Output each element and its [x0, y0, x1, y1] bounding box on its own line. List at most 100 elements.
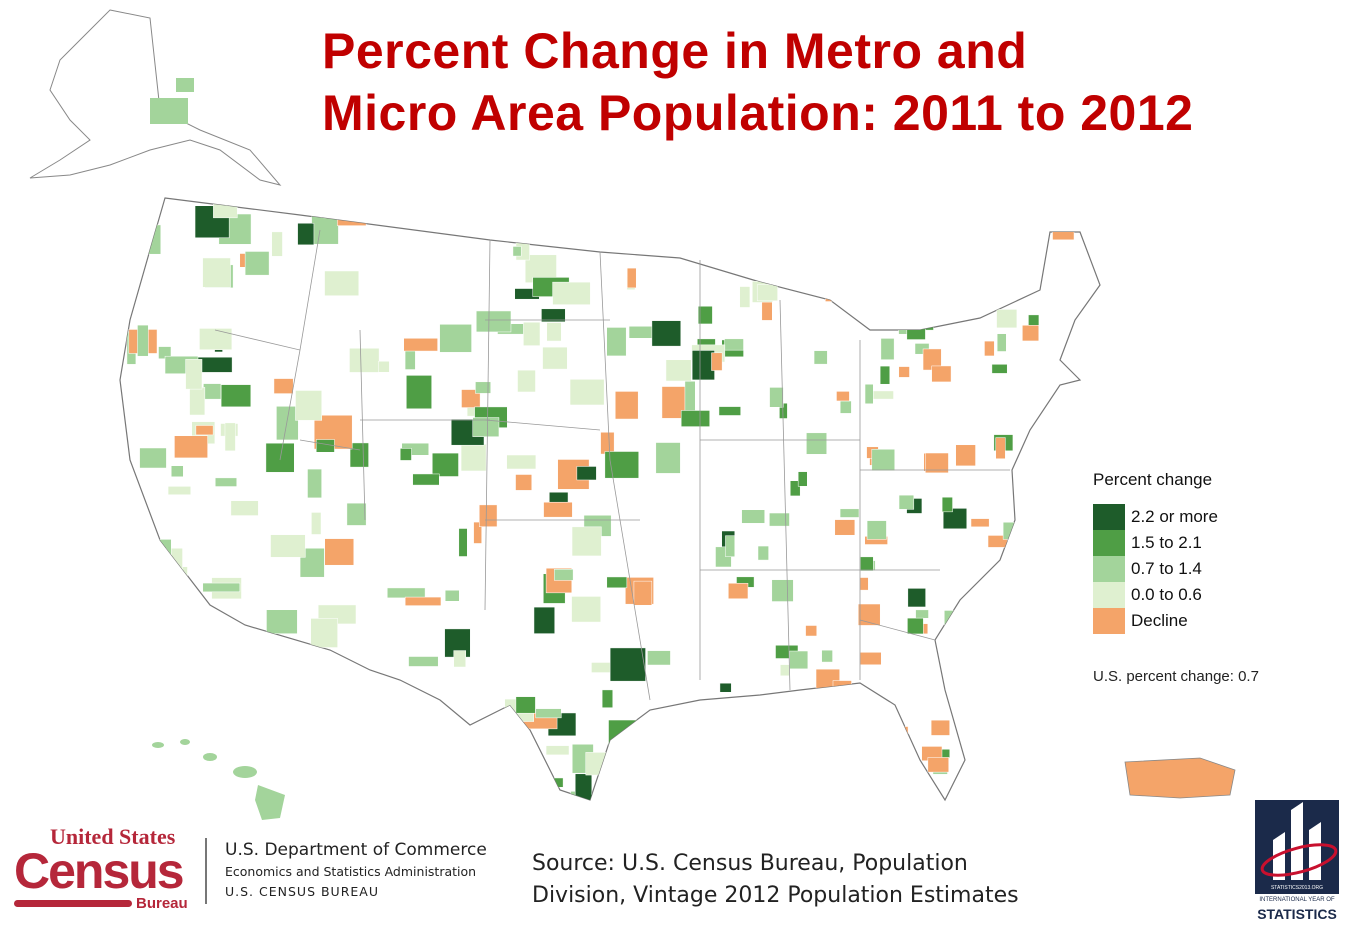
metro-micro-area — [942, 508, 968, 530]
department-line-2: Economics and Statistics Administration — [225, 864, 477, 879]
metro-micro-area — [991, 364, 1008, 374]
metro-micro-area — [963, 653, 975, 671]
source-line-2: Division, Vintage 2012 Population Estima… — [532, 883, 1019, 908]
metro-micro-area — [469, 760, 507, 795]
metro-micro-area — [1002, 775, 1027, 796]
legend-swatch — [1093, 504, 1125, 530]
metro-micro-area — [546, 322, 562, 342]
logo-line-2: STATISTICS — [1257, 906, 1337, 922]
metro-micro-area — [387, 587, 426, 599]
metro-micro-area — [353, 776, 380, 800]
metro-micro-area — [855, 215, 868, 234]
metro-micro-area — [473, 521, 482, 544]
metro-micro-area — [506, 454, 537, 470]
logo-bar — [14, 900, 132, 907]
metro-micro-area — [806, 432, 827, 455]
metro-micro-area — [967, 687, 984, 702]
metro-micro-area — [509, 212, 523, 227]
metro-micro-area — [733, 209, 755, 220]
metro-micro-area — [540, 224, 561, 244]
metro-micro-area — [411, 797, 439, 800]
metro-micro-area — [941, 496, 953, 513]
metro-micro-area — [839, 508, 860, 518]
metro-micro-area — [995, 437, 1006, 460]
metro-micro-area — [275, 716, 301, 738]
metro-micro-area — [274, 657, 306, 686]
metro-micro-area — [576, 466, 597, 481]
metro-micro-area — [276, 406, 299, 441]
metro-micro-area — [227, 692, 249, 717]
metro-micro-area — [994, 221, 1020, 244]
metro-micro-area — [185, 359, 203, 390]
metro-micro-area — [406, 375, 432, 410]
metro-micro-area — [501, 207, 534, 237]
metro-micro-area — [923, 278, 946, 292]
metro-micro-area — [403, 338, 438, 352]
metro-micro-area — [268, 691, 282, 715]
metro-micro-area — [324, 538, 355, 566]
metro-micro-area — [1082, 321, 1100, 343]
metro-micro-area — [691, 350, 715, 381]
metro-micro-area — [879, 365, 891, 385]
metro-micro-area — [295, 390, 323, 421]
metro-micro-area — [490, 746, 508, 773]
metro-micro-area — [1015, 259, 1027, 273]
metro-micro-area — [174, 435, 208, 459]
metro-micro-area — [984, 340, 995, 357]
title-line-2: Micro Area Population: 2011 to 2012 — [322, 85, 1194, 141]
metro-micro-area — [684, 381, 696, 416]
legend-item: 1.5 to 2.1 — [1093, 530, 1218, 556]
legend-swatch — [1093, 530, 1125, 556]
metro-micro-area — [812, 787, 837, 800]
metro-micro-area — [199, 328, 233, 350]
metro-micro-area — [299, 716, 332, 750]
metro-micro-area — [1009, 578, 1029, 600]
metro-micro-area — [821, 649, 833, 663]
metro-micro-area — [529, 208, 567, 217]
metro-micro-area — [543, 501, 573, 518]
metro-micro-area — [898, 726, 909, 741]
metro-micro-area — [1081, 588, 1091, 602]
us-percent-change: U.S. percent change: 0.7 — [1093, 668, 1259, 685]
metro-micro-area — [935, 212, 959, 230]
metro-micro-area — [346, 701, 363, 712]
metro-micro-area — [633, 580, 653, 606]
metro-micro-area — [202, 582, 241, 593]
metro-micro-area — [239, 733, 263, 744]
legend-label: 0.0 to 0.6 — [1131, 585, 1202, 604]
metro-micro-area — [528, 777, 564, 788]
year-of-statistics-logo: STATISTICS2013.ORG INTERNATIONAL YEAR OF… — [1253, 800, 1341, 926]
legend-label: Decline — [1131, 611, 1188, 630]
metro-micro-area — [545, 745, 570, 756]
department-line-3: U.S. CENSUS BUREAU — [225, 884, 379, 899]
metro-micro-area — [224, 422, 236, 452]
metro-micro-area — [968, 674, 991, 686]
metro-micro-area — [930, 719, 950, 736]
metro-micro-area — [202, 257, 231, 288]
metro-micro-area — [311, 213, 339, 245]
metro-micro-area — [571, 596, 601, 623]
legend: Percent change 2.2 or more 1.5 to 2.1 0.… — [1093, 470, 1218, 634]
metro-micro-area — [813, 350, 828, 365]
metro-micro-area — [992, 734, 1004, 749]
divider — [205, 838, 207, 904]
metro-micro-area — [304, 780, 321, 796]
metro-micro-area — [244, 251, 270, 276]
legend-item: 0.0 to 0.6 — [1093, 582, 1218, 608]
metro-micro-area — [475, 381, 491, 394]
metro-micro-area — [606, 576, 628, 589]
metro-micro-area — [122, 747, 132, 780]
metro-micro-area — [549, 491, 569, 503]
metro-micro-area — [542, 346, 568, 370]
metro-micro-area — [797, 471, 808, 487]
metro-micro-area — [591, 662, 613, 673]
logo-url: STATISTICS2013.ORG — [1270, 885, 1324, 891]
metro-micro-area — [757, 545, 769, 561]
metro-micro-area — [616, 769, 634, 781]
legend-item: Decline — [1093, 608, 1218, 634]
metro-micro-area — [739, 286, 751, 308]
metro-micro-area — [961, 610, 985, 632]
metro-micro-area — [927, 757, 949, 773]
metro-micro-area — [1060, 599, 1076, 619]
metro-micro-area — [601, 689, 613, 708]
